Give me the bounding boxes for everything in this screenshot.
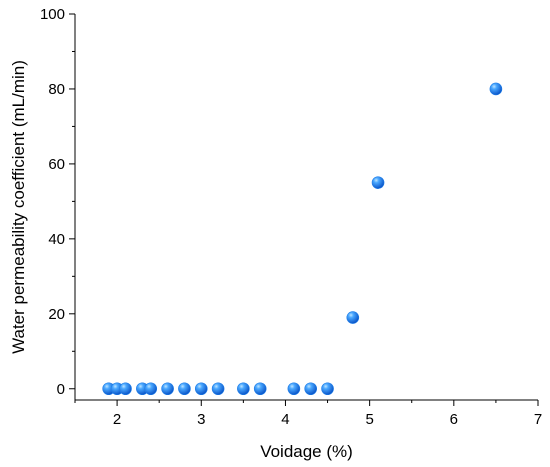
data-point bbox=[161, 382, 174, 396]
data-point bbox=[194, 382, 208, 396]
data-point bbox=[211, 382, 225, 396]
data-point bbox=[178, 382, 191, 396]
data-point bbox=[253, 382, 267, 396]
y-tick-label: 0 bbox=[57, 381, 65, 398]
x-tick-label: 7 bbox=[534, 411, 542, 428]
data-point bbox=[346, 311, 360, 324]
data-point bbox=[237, 382, 250, 396]
y-tick-label: 60 bbox=[48, 156, 65, 173]
y-axis-title: Water permeability coefficient (mL/min) bbox=[9, 60, 28, 354]
data-points bbox=[102, 82, 503, 396]
data-point bbox=[144, 382, 158, 396]
data-point bbox=[489, 82, 503, 96]
data-point bbox=[119, 382, 132, 396]
x-tick-label: 6 bbox=[450, 411, 458, 428]
data-point bbox=[371, 176, 385, 189]
x-axis-title: Voidage (%) bbox=[260, 442, 353, 461]
y-tick-label: 80 bbox=[48, 81, 65, 98]
data-point bbox=[304, 382, 318, 396]
data-point bbox=[321, 382, 334, 396]
y-tick-label: 100 bbox=[40, 6, 65, 23]
x-tick-label: 5 bbox=[365, 411, 373, 428]
x-tick-label: 3 bbox=[197, 411, 205, 428]
y-tick-label: 20 bbox=[48, 306, 65, 323]
y-tick-label: 40 bbox=[48, 231, 65, 248]
data-point bbox=[287, 382, 301, 396]
x-tick-label: 4 bbox=[281, 411, 289, 428]
x-tick-label: 2 bbox=[113, 411, 121, 428]
axes: 2 3 4 5 6 7 0 20 40 60 80 100 bbox=[40, 6, 542, 428]
